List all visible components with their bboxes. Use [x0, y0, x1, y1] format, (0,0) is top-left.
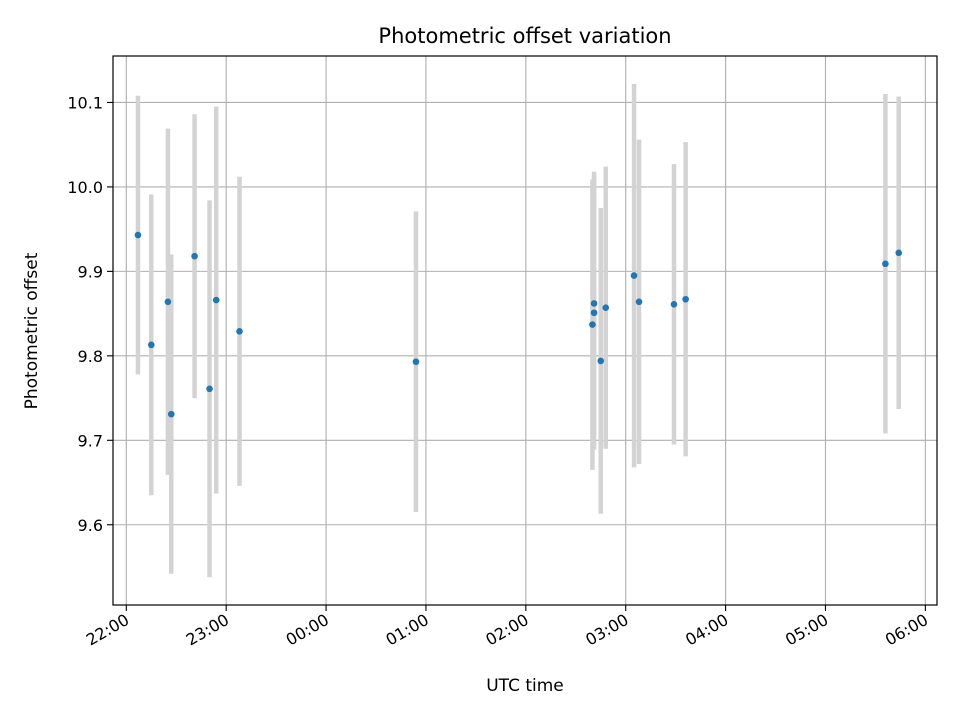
y-tick-label: 9.8	[78, 347, 103, 366]
grid-lines	[113, 56, 937, 605]
y-tick-label: 10.0	[67, 178, 103, 197]
data-point	[590, 309, 598, 317]
data-point	[670, 301, 678, 308]
data-point	[597, 357, 605, 365]
data-point	[206, 385, 213, 393]
data-point	[191, 252, 198, 260]
y-tick-label: 9.9	[78, 262, 103, 281]
data-point	[212, 296, 220, 304]
x-tick-label: 03:00	[582, 610, 631, 650]
data-point	[602, 304, 610, 311]
x-tick-label: 00:00	[283, 610, 332, 650]
y-tick-label: 9.7	[78, 431, 103, 450]
data-point	[590, 300, 598, 307]
data-point	[134, 231, 142, 239]
data-points	[134, 231, 903, 418]
data-point	[635, 298, 643, 306]
y-tick-label: 10.1	[67, 93, 103, 112]
plot-frame	[112, 55, 938, 606]
data-point	[682, 295, 689, 303]
x-tick-label: 06:00	[882, 610, 931, 650]
x-tick-label: 23:00	[183, 610, 232, 650]
x-axis-label: UTC time	[486, 676, 564, 696]
x-axis: 22:00 23:00 00:00 01:00 02:00 03:00 04:00 05:00…	[83, 605, 931, 650]
error-bars	[135, 83, 901, 578]
y-axis: 9.6 9.7 9.8 9.9 10.0 10.1	[67, 93, 113, 535]
x-tick-label: 02:00	[482, 610, 531, 650]
data-point	[164, 298, 172, 306]
data-point	[882, 260, 889, 268]
data-point	[895, 249, 903, 257]
y-axis-label: Photometric offset	[22, 252, 42, 409]
data-point	[589, 321, 596, 328]
chart-title: Photometric offset variation	[378, 24, 671, 48]
data-point	[167, 410, 175, 418]
data-point	[147, 341, 155, 349]
x-tick-label: 04:00	[682, 610, 731, 650]
x-tick-label: 01:00	[383, 610, 432, 650]
data-point	[630, 272, 638, 279]
x-tick-label: 22:00	[83, 610, 132, 650]
data-point	[236, 328, 243, 335]
y-tick-label: 9.6	[78, 516, 103, 535]
data-point	[412, 358, 420, 366]
x-tick-label: 05:00	[782, 610, 831, 650]
